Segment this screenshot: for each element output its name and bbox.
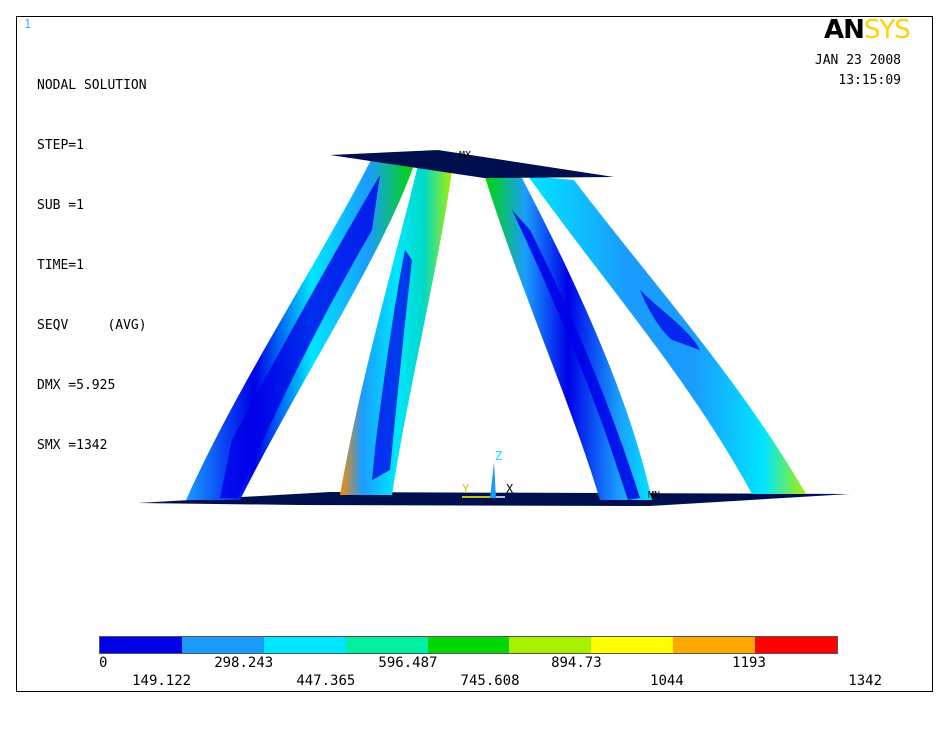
top-plate [330,150,614,178]
legend-cell-4 [427,637,510,653]
graphics-window [16,16,933,692]
time-label: 13:15:09 [838,73,901,88]
legend-cell-1 [181,637,264,653]
legend-label-top-0: 0 [99,655,108,671]
leg-3-shade [512,210,640,500]
legend-label-top-4: 1193 [732,655,766,671]
datetime: JAN 23 2008 13:15:09 [815,51,901,91]
legend-label-bottom-0: 149.122 [132,673,192,689]
info-line-seqv: SEQV (AVG) [37,318,147,333]
triad-x-label: X [506,482,514,496]
max-marker-top: MX [459,150,471,161]
info-line-time: TIME=1 [37,258,84,273]
coordinate-triad: Z Y X [462,449,514,498]
triad-y-label: Y [462,482,470,496]
legend-label-bottom-3: 1044 [650,673,684,689]
bottom-plate [138,492,850,506]
legend-label-top-3: 894.73 [551,655,602,671]
logo-part-sys: SYS [863,15,911,45]
info-line-step: STEP=1 [37,138,84,153]
legend-cell-0 [100,637,182,653]
contour-legend-bar [99,636,838,654]
min-marker-bottom: MN [648,490,660,501]
logo-part-an: AN [824,15,865,45]
legend-cell-2 [263,637,346,653]
triad-z-label: Z [495,449,502,463]
legend-label-top-1: 298.243 [214,655,274,671]
date-label: JAN 23 2008 [814,53,901,68]
legend-cell-8 [755,637,838,653]
info-line-sub: SUB =1 [37,198,84,213]
info-line-dmx: DMX =5.925 [37,378,116,393]
leg-4-shade [640,290,700,350]
legend-cell-5 [509,637,592,653]
window-number: 1 [24,17,32,31]
legend-cell-6 [591,637,674,653]
triad-z-axis [490,462,496,498]
legend-cell-7 [673,637,756,653]
solution-info: NODAL SOLUTION STEP=1 SUB =1 TIME=1 SEQV… [37,36,147,476]
leg-2-shade [372,250,412,480]
legend-label-bottom-4: 1342 [848,673,882,689]
legend-cell-3 [345,637,428,653]
ansys-logo: ANSYS [824,15,911,45]
leg-1-shade [220,175,380,498]
info-line-smx: SMX =1342 [37,438,108,453]
legend-label-bottom-1: 447.365 [296,673,356,689]
legend-label-top-2: 596.487 [378,655,438,671]
solution-title: NODAL SOLUTION [37,78,147,93]
legend-label-bottom-2: 745.608 [460,673,520,689]
